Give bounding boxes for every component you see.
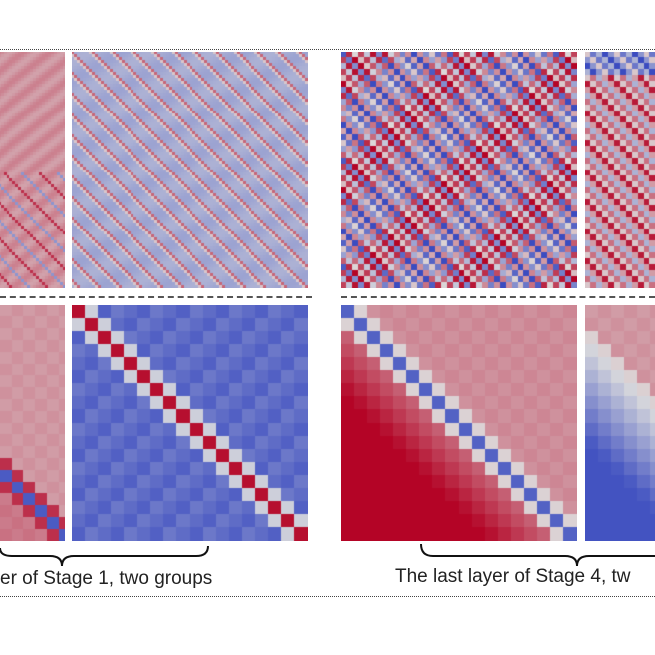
- heatmap-bottom-left-partial: [0, 305, 65, 541]
- heatmap-bottom-left-full: [72, 305, 308, 541]
- heatmap-bottom-right-full: [341, 305, 577, 541]
- caption-left: er of Stage 1, two groups: [0, 568, 213, 589]
- row-separator-right: [341, 296, 655, 298]
- row-separator-left: [0, 296, 312, 298]
- right-brace: [420, 543, 655, 567]
- heatmap-top-left-full: [72, 52, 308, 288]
- caption-right: The last layer of Stage 4, tw: [395, 566, 631, 587]
- frame-top-border: [0, 49, 655, 50]
- heatmap-bottom-right-partial: [585, 305, 655, 541]
- heatmap-top-right-full: [341, 52, 577, 288]
- heatmap-top-left-partial: [0, 52, 65, 288]
- left-brace: [0, 545, 209, 567]
- frame-bottom-border: [0, 596, 655, 597]
- heatmap-top-right-partial: [585, 52, 655, 288]
